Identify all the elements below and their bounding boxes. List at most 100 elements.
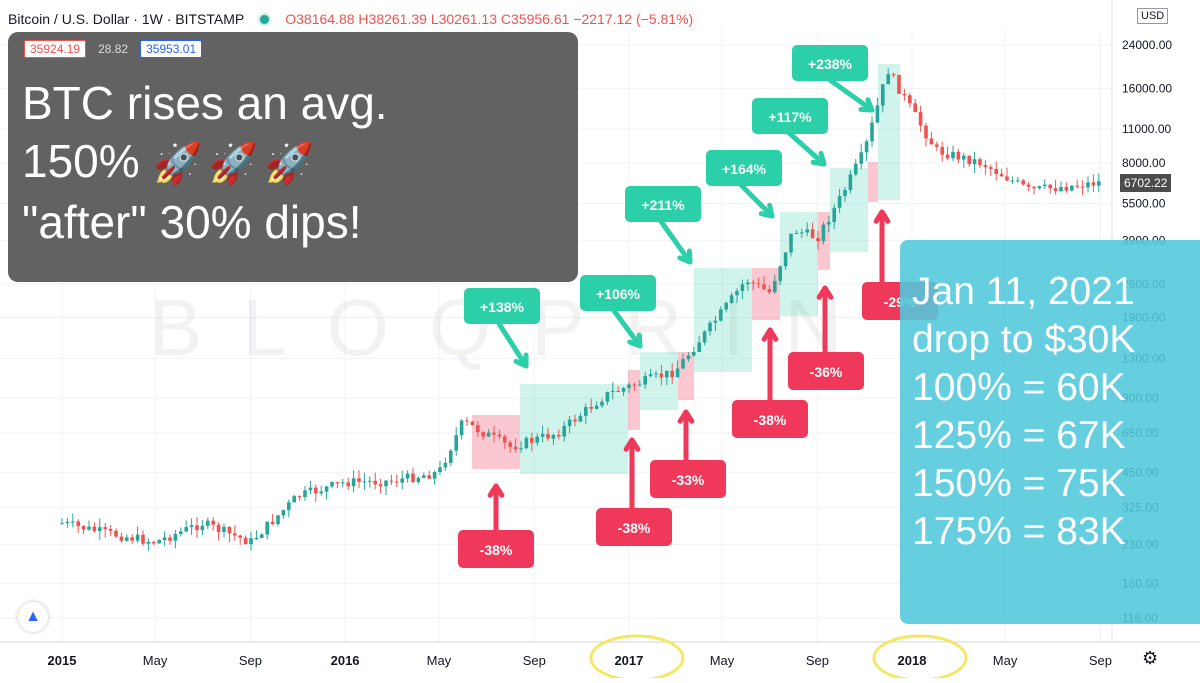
candle (1010, 180, 1015, 182)
candle (373, 480, 377, 485)
symbol-header: Bitcoin / U.S. Dollar · 1W · BITSTAMP O3… (0, 8, 693, 30)
candle (378, 484, 383, 487)
candle (837, 196, 842, 208)
candle (454, 435, 458, 451)
candle (249, 538, 253, 545)
candle (486, 432, 491, 437)
dip-label-box (596, 508, 672, 546)
candle (179, 531, 183, 534)
candle (432, 472, 437, 479)
prediction-line: drop to $30K (912, 318, 1136, 361)
prediction-box: Jan 11, 2021 drop to $30K 100% = 60K 125… (900, 240, 1200, 624)
rocket-icon: 🚀 (264, 142, 314, 186)
arrow-head (677, 409, 695, 424)
candle (767, 289, 772, 293)
candle (540, 433, 545, 437)
symbol-title[interactable]: Bitcoin / U.S. Dollar · 1W · BITSTAMP (8, 11, 245, 27)
dip-label: -38% (618, 520, 651, 536)
gain-label-box (752, 98, 828, 134)
candle (162, 537, 167, 540)
dip-zone (472, 415, 520, 469)
dip-label: -36% (810, 364, 843, 380)
candle (746, 282, 750, 285)
arrow-head (513, 352, 529, 369)
candle (675, 368, 680, 378)
candle (189, 525, 194, 528)
candle (81, 525, 86, 530)
candle (1048, 184, 1052, 189)
candle (708, 322, 712, 332)
dip-zone (678, 352, 694, 400)
candle (886, 74, 890, 85)
candle (114, 530, 118, 537)
candle (141, 534, 145, 544)
candle (908, 95, 912, 104)
candle (621, 388, 626, 392)
y-tick-label: 5500.00 (1122, 196, 1166, 210)
currency-button[interactable]: USD (1137, 8, 1169, 24)
gain-arrow (657, 217, 693, 265)
buy-chip[interactable]: 35953.01 (140, 40, 203, 58)
candle (265, 521, 269, 535)
sell-chip[interactable]: 35924.19 (24, 40, 87, 58)
candle (260, 534, 264, 538)
candle (848, 174, 853, 190)
arrow-head (761, 327, 779, 342)
candle (530, 437, 534, 443)
candle (1005, 176, 1009, 181)
candle (211, 520, 215, 525)
arrow-head (758, 202, 775, 219)
candle (508, 442, 512, 447)
y-tick-label: 16000.00 (1122, 82, 1172, 96)
candle (1080, 186, 1085, 188)
dip-zone (628, 370, 640, 430)
candle (1026, 184, 1031, 187)
dip-label: -38% (480, 542, 513, 558)
candle (956, 151, 961, 160)
close-value: C35956.61 (500, 11, 570, 27)
gain-label-box (625, 186, 701, 222)
candle (627, 384, 631, 389)
candle (303, 490, 307, 497)
headline-line3: "after" 30% dips! (22, 196, 362, 248)
candle (513, 446, 518, 450)
gain-label-box (464, 288, 540, 324)
prediction-line: Jan 11, 2021 (912, 270, 1135, 313)
candle (1075, 185, 1079, 187)
candle (1037, 186, 1042, 189)
candle (735, 291, 739, 296)
candle (686, 355, 691, 360)
ohlc-values: O38164.88 H38261.39 L30261.13 C35956.61 … (285, 11, 693, 27)
candle (697, 342, 701, 352)
candle (330, 482, 334, 487)
candle (632, 384, 637, 386)
rocket-icon: 🚀 (208, 142, 259, 186)
candle (395, 481, 399, 483)
candle (233, 533, 237, 536)
candle (929, 138, 934, 145)
change-value: −2217.12 (−5.81%) (573, 11, 694, 27)
tradingview-logo-icon[interactable]: ▲ (18, 602, 48, 632)
candle (940, 146, 944, 155)
candle (362, 481, 367, 483)
gear-icon[interactable]: ⚙ (1142, 648, 1159, 668)
gain-label-box (580, 275, 656, 311)
high-value: H38261.39 (358, 11, 427, 27)
candle (670, 370, 674, 378)
candle (978, 159, 982, 166)
candle (281, 510, 286, 516)
candle (611, 390, 615, 392)
candle (459, 420, 464, 436)
dip-label: -33% (672, 472, 705, 488)
y-tick-label: 11000.00 (1122, 122, 1171, 136)
candle (135, 534, 140, 541)
candle (184, 527, 188, 532)
candle (254, 537, 259, 539)
candle (773, 280, 777, 293)
candle (65, 521, 70, 524)
candle (200, 525, 205, 531)
candle (492, 432, 496, 435)
headline-percent: 150% (22, 135, 140, 187)
candle (832, 207, 836, 223)
candle (1091, 182, 1096, 186)
